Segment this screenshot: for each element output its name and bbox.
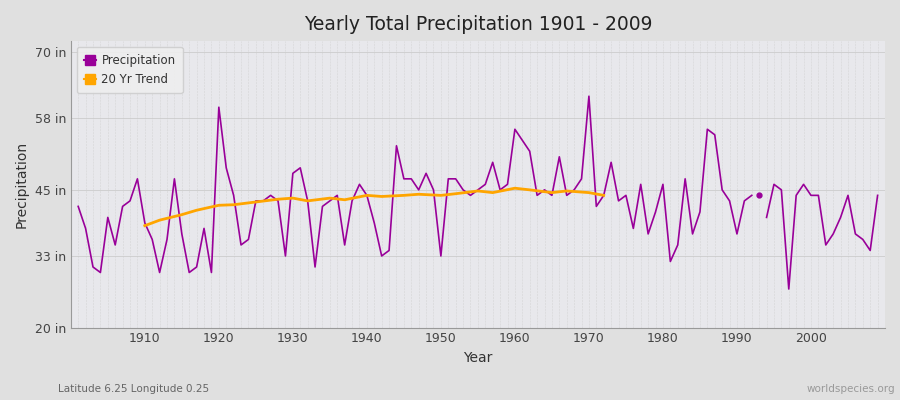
X-axis label: Year: Year	[464, 351, 492, 365]
Y-axis label: Precipitation: Precipitation	[15, 141, 29, 228]
Legend: Precipitation, 20 Yr Trend: Precipitation, 20 Yr Trend	[76, 47, 183, 93]
Text: Latitude 6.25 Longitude 0.25: Latitude 6.25 Longitude 0.25	[58, 384, 210, 394]
Title: Yearly Total Precipitation 1901 - 2009: Yearly Total Precipitation 1901 - 2009	[303, 15, 652, 34]
Text: worldspecies.org: worldspecies.org	[807, 384, 896, 394]
